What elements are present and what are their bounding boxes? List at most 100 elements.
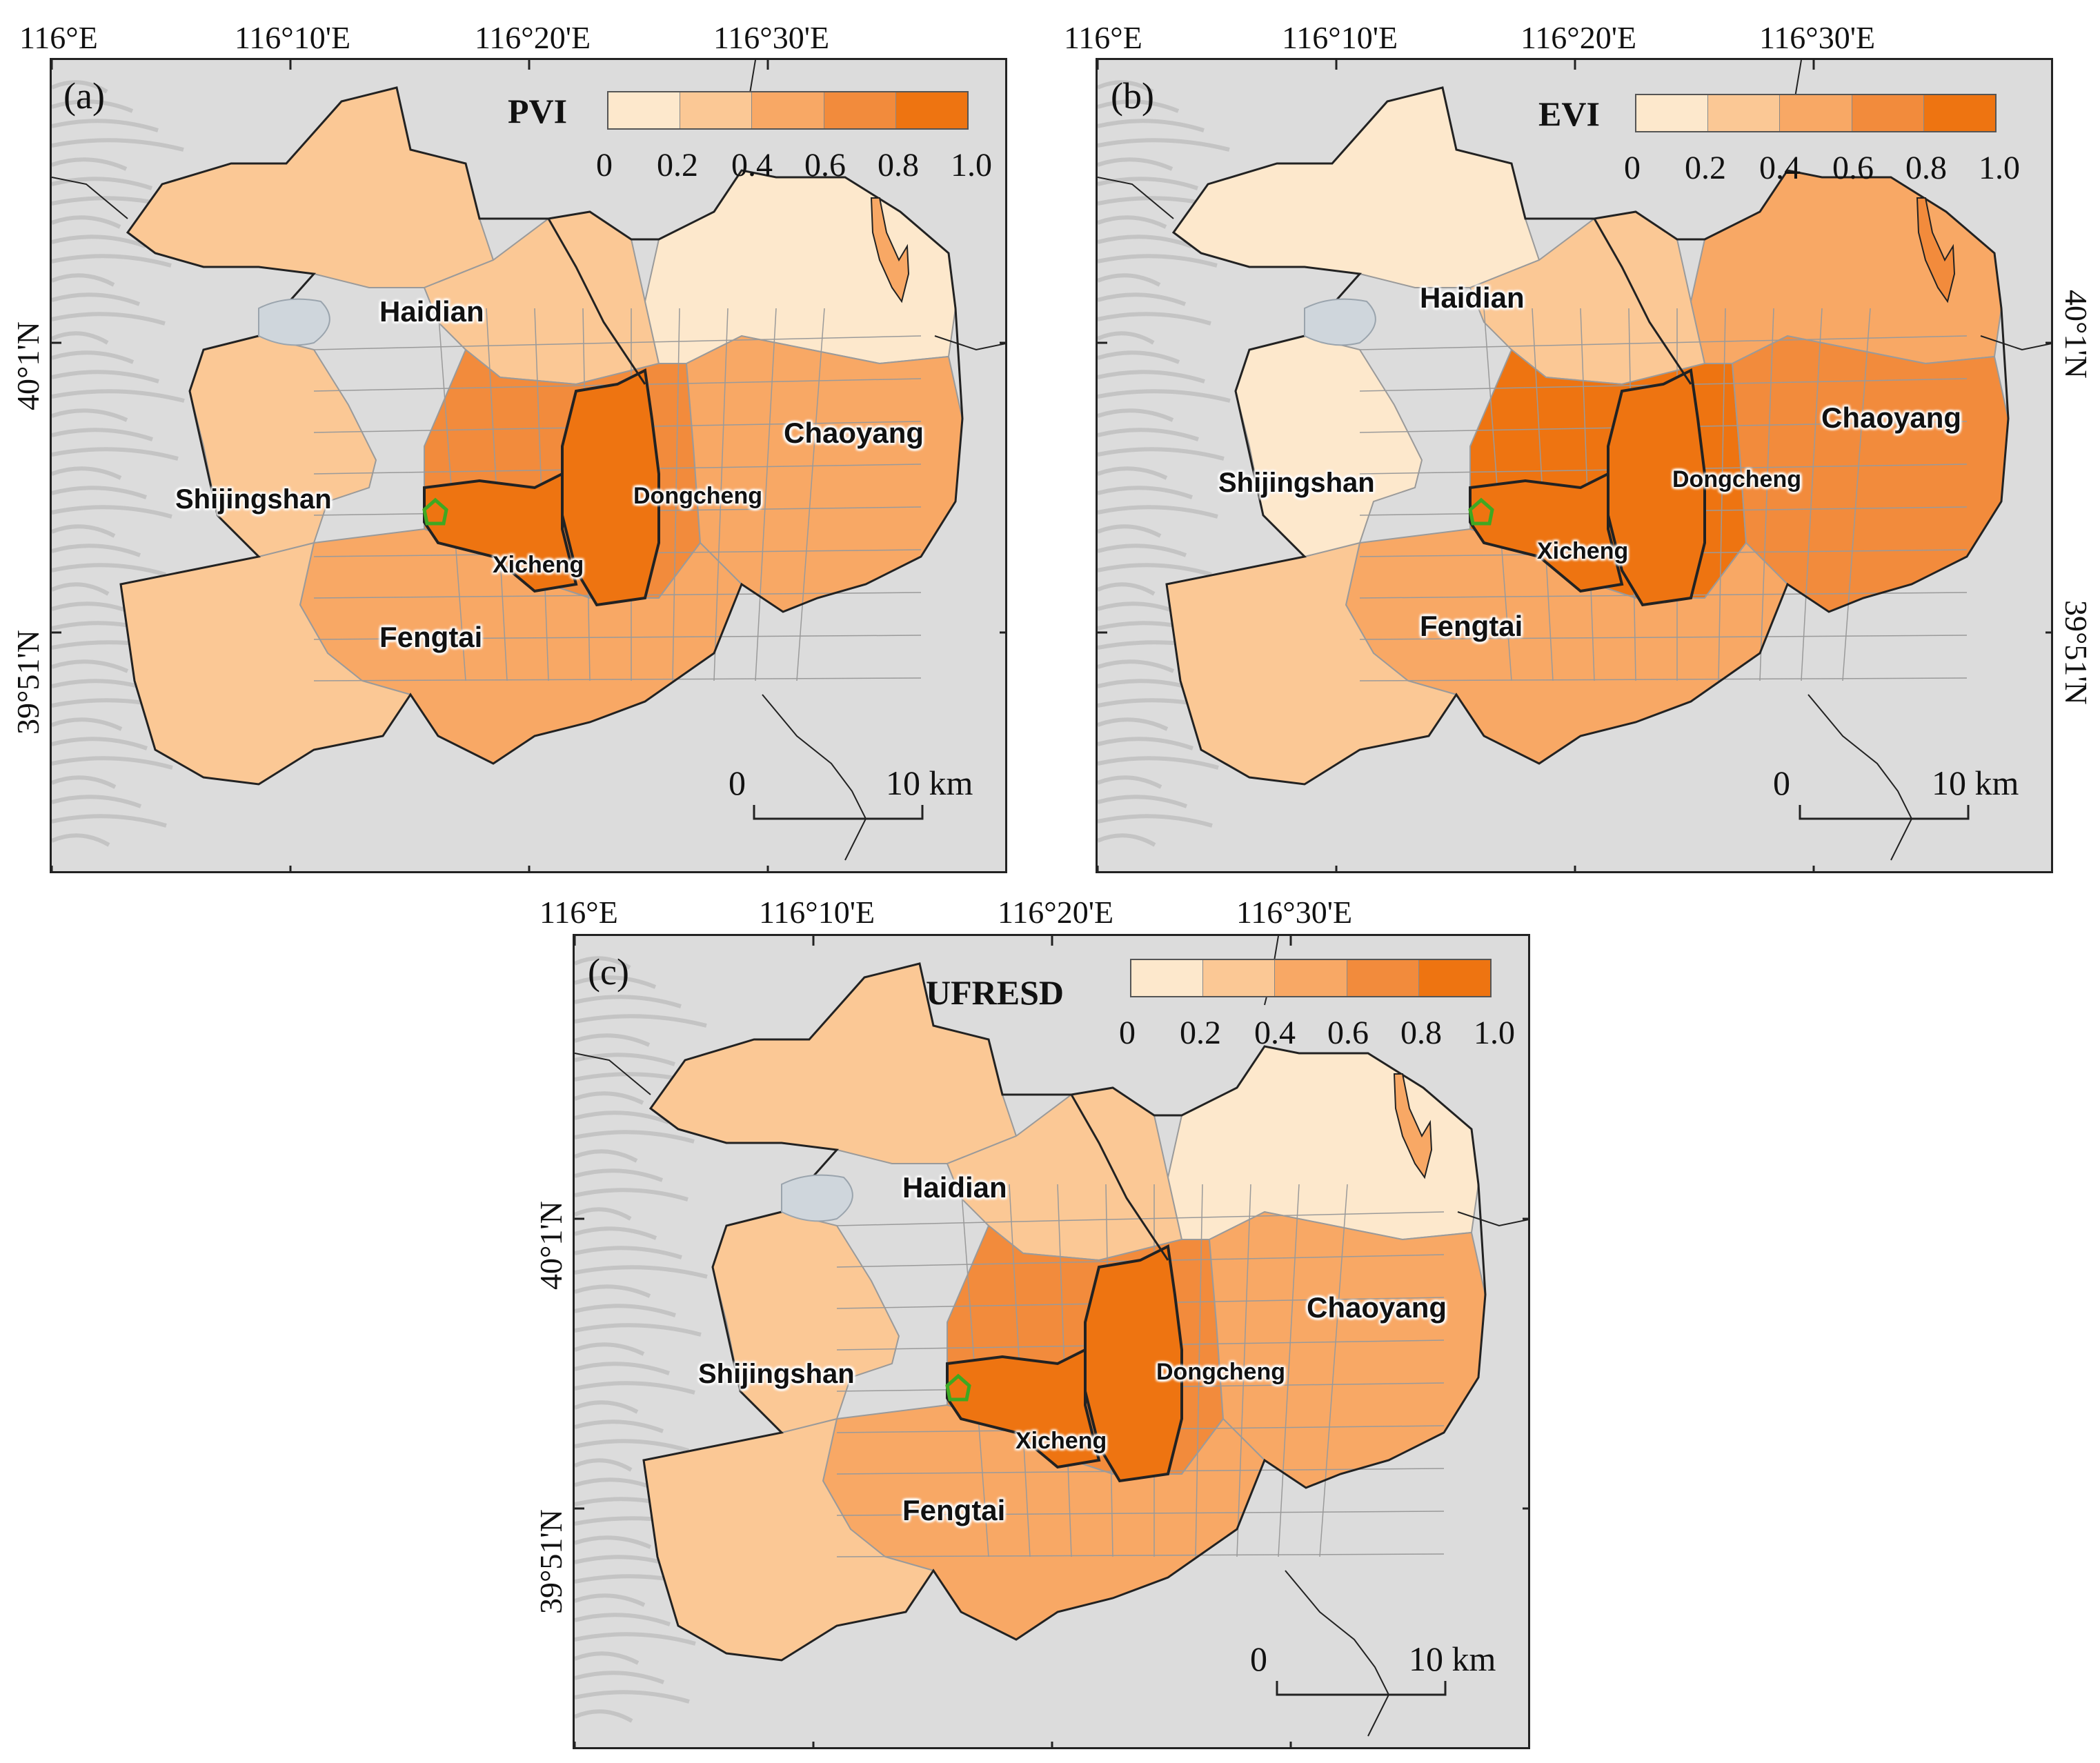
label-shijingshan: Shijingshan	[1218, 468, 1375, 498]
label-dongcheng: Dongcheng	[1156, 1359, 1285, 1385]
scale-bar	[1799, 805, 1970, 820]
hillshade-ridge	[575, 1420, 664, 1433]
lon-tick-3: 116°20'E	[475, 20, 591, 55]
label-fengtai: Fengtai	[1420, 610, 1523, 642]
hillshade-ridge	[1098, 486, 1193, 499]
label-xicheng: Xicheng	[1537, 538, 1629, 564]
scale-label-10km: 10 km	[1409, 1640, 1496, 1678]
legend-tick-0: 0	[1119, 1015, 1136, 1051]
label-fengtai: Fengtai	[902, 1494, 1006, 1526]
subdistrict-line	[1718, 308, 1726, 681]
map-frame-b	[1096, 58, 2053, 873]
region-shijingshan	[188, 335, 377, 558]
district-divider	[1070, 1094, 1169, 1261]
scale-label-10km: 10 km	[1932, 764, 2019, 802]
region-xicheng	[1469, 471, 1624, 593]
hillshade-ridge	[575, 1381, 695, 1395]
hillshade-ridge	[52, 717, 123, 731]
subdistrict-line	[1195, 1184, 1203, 1557]
hillshade-ridge	[1098, 312, 1211, 326]
hillshade-ridge	[1098, 756, 1219, 770]
lon-tick-4: 116°30'E	[713, 20, 830, 55]
hillshade-ridge	[1098, 80, 1154, 94]
hillshade-ridge	[575, 1033, 651, 1047]
hillshade-ridge	[1098, 563, 1212, 577]
hillshade-ridge	[575, 1110, 669, 1124]
hillshade-ridge	[575, 1284, 651, 1298]
region-west	[126, 86, 495, 288]
hillshade-ridge	[52, 544, 141, 557]
hillshade-ridge	[52, 235, 146, 248]
hillshade-ridge	[52, 601, 135, 615]
hillshade-ridge	[52, 99, 134, 113]
hillshade-ridge	[575, 1149, 638, 1163]
scale-label-0: 0	[729, 764, 746, 802]
legend-tick-1: 0.2	[1180, 1015, 1221, 1051]
hillshade-ridge	[1098, 814, 1213, 828]
hillshade-ridge	[575, 1593, 646, 1607]
hillshade-ridge	[575, 1246, 682, 1259]
road-line	[1285, 1570, 1390, 1737]
subdistrict-line	[1759, 308, 1774, 681]
label-dongcheng: Dongcheng	[1672, 466, 1801, 492]
hillshade-ridge	[1098, 833, 1156, 847]
hillshade-ridge	[52, 486, 147, 499]
hillshade-ridge	[1098, 524, 1162, 538]
hillshade-ridge	[1098, 717, 1169, 731]
hillshade-ridge	[1098, 157, 1173, 171]
subdistrict-line	[796, 308, 825, 681]
hillshade-ridge	[52, 466, 122, 480]
region-xicheng	[946, 1347, 1101, 1469]
hillshade-ridge	[575, 1632, 696, 1646]
label-xicheng: Xicheng	[493, 552, 584, 578]
hillshade-ridge	[52, 795, 142, 808]
legend-tick-3: 0.6	[804, 147, 846, 183]
legend-tick-0: 0	[596, 147, 613, 183]
hillshade-ridge	[1098, 235, 1192, 248]
hillshade-ridge	[575, 1690, 690, 1704]
hillshade-ridge	[575, 1265, 708, 1279]
subdistrict-line	[755, 308, 777, 681]
hillshade-ridge	[52, 775, 117, 789]
hillshade-ridge	[1098, 795, 1188, 808]
legend-tick-1: 0.2	[1685, 150, 1726, 186]
legend-bar	[1635, 94, 1997, 132]
hillshade-ridge	[1098, 737, 1193, 750]
hillshade-ridge	[52, 312, 166, 326]
hillshade-ridge	[52, 370, 159, 384]
hillshade-terrain	[1098, 80, 1231, 847]
map-a-svg	[52, 60, 1005, 871]
hillshade-ridge	[1098, 177, 1198, 190]
legend-tick-4: 0.8	[1905, 150, 1947, 186]
lon-tick-3: 116°20'E	[998, 895, 1114, 930]
scale-label-0: 0	[1773, 764, 1790, 802]
exclave	[1916, 197, 1956, 303]
hillshade-ridge	[575, 1207, 632, 1221]
panel-label: (c)	[588, 951, 629, 993]
legend-title: EVI	[1538, 94, 1600, 133]
hillshade-ridge	[575, 956, 631, 970]
label-xicheng: Xicheng	[1016, 1428, 1107, 1454]
hillshade-ridge	[575, 1362, 670, 1375]
subdistrict-line	[836, 1553, 1445, 1557]
subdistrict-line	[1801, 308, 1823, 681]
hillshade-ridge	[52, 331, 109, 345]
region-shijingshan	[1234, 335, 1423, 558]
hillshade-ridge	[575, 1535, 652, 1549]
lat-tick-2: 39°51'N	[10, 630, 46, 735]
hillshade-ridge	[575, 1323, 702, 1337]
road-line	[934, 335, 1005, 351]
subdistrict-line	[672, 308, 680, 681]
hillshade-ridge	[575, 1477, 658, 1491]
hillshade-ridge	[575, 1226, 657, 1240]
road-line	[1807, 694, 1913, 861]
hillshade-ridge	[1098, 331, 1155, 345]
map-b-svg	[1098, 60, 2051, 871]
hillshade-ridge	[52, 119, 159, 132]
hillshade-ridge	[575, 1458, 633, 1472]
hillshade-ridge	[52, 756, 173, 770]
label-chaoyang: Chaoyang	[1307, 1291, 1447, 1324]
hillshade-ridge	[575, 1130, 695, 1144]
hillshade-ridge	[1098, 389, 1231, 403]
hillshade-ridge	[52, 563, 166, 577]
